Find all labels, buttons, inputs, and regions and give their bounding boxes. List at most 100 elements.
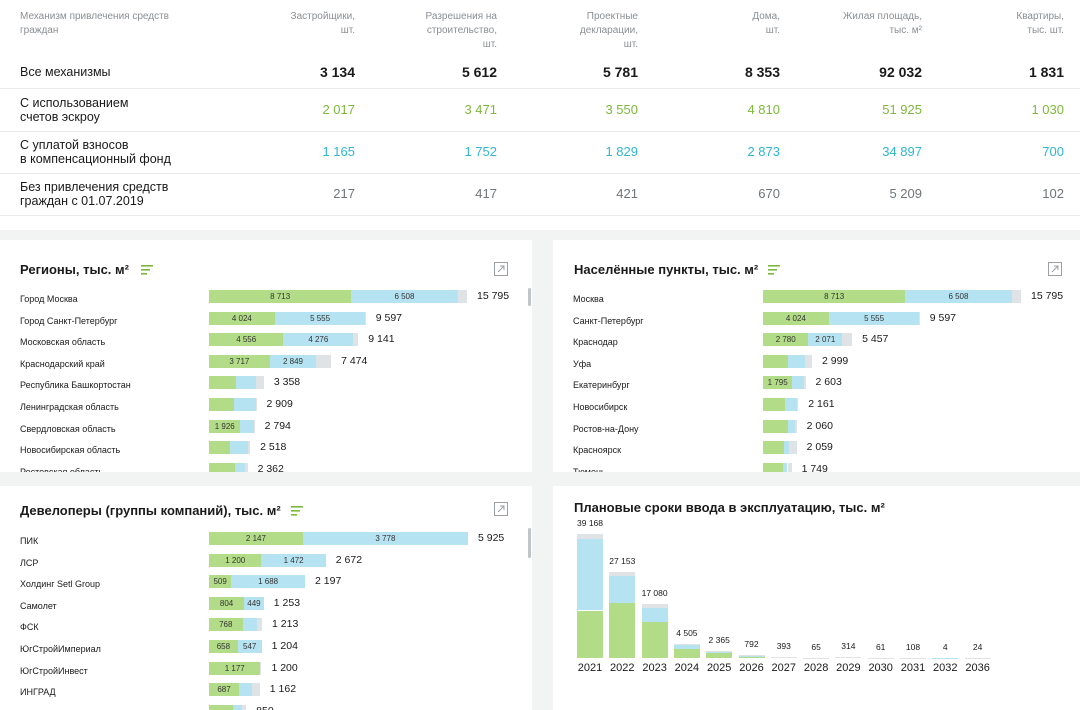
bar-row[interactable]: ФСК 768 1 213 [0, 618, 532, 640]
bar-segment-grey [842, 333, 853, 347]
bar-row[interactable]: ЮгСтройИмпериал 658 547 1 204 [0, 640, 532, 662]
bar-label: Красноярск [573, 445, 622, 456]
row-value: 2 873 [747, 144, 780, 159]
bar-segment-grey [353, 333, 359, 347]
bar-segment-grey [316, 354, 332, 368]
row-value: 102 [1042, 186, 1064, 201]
bar-row[interactable]: Город Москва 8 713 6 508 15 795 [0, 290, 532, 312]
column-year-label: 2026 [739, 662, 764, 674]
bar-total: 1 253 [273, 596, 301, 609]
bar-label: Московская область [20, 337, 106, 348]
bar-segment-green [209, 441, 231, 455]
bar-segment-grey [787, 462, 792, 472]
bar-segment-grey [797, 398, 799, 411]
bar-row[interactable]: Московская область 4 556 4 276 9 141 [0, 333, 532, 355]
bar-label: ЮгСтройИмпериал [20, 644, 101, 654]
row-value: 700 [1042, 144, 1064, 159]
bar-row[interactable]: ИНГРАД 687 1 162 [0, 683, 532, 705]
bar-segment-grey [1011, 290, 1021, 303]
bar-segment-grey [248, 441, 251, 455]
bar-label: ПИК [20, 536, 39, 546]
bar-row[interactable]: Холдинг Setl Group 509 1 688 2 197 [0, 575, 532, 597]
column-segment-grey [964, 657, 991, 659]
sort-icon[interactable] [141, 265, 153, 275]
bar-row[interactable]: Москва 8 713 6 508 15 795 [553, 290, 1080, 312]
bar-total: 5 925 [478, 532, 505, 544]
bar-row[interactable]: Красноярск 2 059 [553, 441, 1080, 463]
bar-row[interactable]: Новосибирская область 2 518 [0, 441, 532, 463]
bar-row[interactable]: 850 [0, 704, 532, 710]
bar-row[interactable]: Свердловская область 1 926 2 794 [0, 419, 532, 442]
row-value: 3 134 [319, 64, 355, 80]
bar-row[interactable]: Республика Башкортостан 3 358 [0, 376, 532, 398]
bar-row[interactable]: Краснодарский край 3 717 2 849 7 474 [0, 354, 532, 377]
bar-row[interactable]: Санкт-Петербург 4 024 5 555 9 597 [553, 311, 1080, 334]
column-header: Квартиры, тыс. шт. [1016, 11, 1064, 36]
bar-row[interactable]: Тюмень 1 749 [553, 462, 1080, 472]
bar-row[interactable]: Ленинградская область 2 909 [0, 398, 532, 420]
bar-segment-blue [784, 441, 790, 455]
summary-table: Механизм привлечения средств граждан Заст… [0, 0, 1080, 230]
bar-segment-green: 687 [209, 683, 240, 697]
bar-segment-blue [792, 376, 804, 390]
column-segment-blue [577, 539, 603, 611]
bar-label: Свердловская область [20, 423, 116, 434]
developers-scrollbar[interactable] [528, 528, 531, 558]
row-value: 51 925 [882, 101, 922, 117]
bar-segment-green: 509 [209, 575, 232, 589]
bar-row[interactable]: Ростовская область 2 362 [0, 462, 532, 472]
bar-segment-green: 2 780 [763, 333, 809, 347]
bar-segment-grey [457, 290, 467, 303]
column-segment-grey [803, 657, 830, 659]
expand-icon[interactable] [494, 262, 508, 276]
bar-row[interactable]: Новосибирск 2 161 [553, 398, 1080, 420]
column-value-label: 24 [972, 641, 983, 652]
bar-segment-green: 8 713 [209, 290, 352, 303]
expand-icon[interactable] [494, 502, 508, 516]
row-value: 34 897 [882, 144, 922, 159]
column-segment-grey [609, 572, 636, 576]
bar-row[interactable]: Краснодар 2 780 2 071 5 457 [553, 333, 1080, 355]
bar-segment-blue: 6 508 [351, 290, 458, 303]
bar-segment-blue: 5 555 [828, 311, 920, 325]
bar-segment-blue [235, 376, 256, 390]
bar-row[interactable]: Уфа 2 999 [553, 354, 1080, 377]
bar-label: Ростов-на-Дону [573, 423, 639, 434]
bar-segment-green: 804 [209, 596, 245, 610]
bar-label: Новосибирская область [20, 445, 121, 456]
bar-row[interactable]: Самолет 804 449 1 253 [0, 596, 532, 619]
row-value: 3 550 [605, 101, 638, 117]
bar-segment-blue: 2 071 [808, 333, 843, 347]
bar-row[interactable]: ПИК 2 147 3 778 5 925 [0, 532, 532, 554]
bar-segment-green [209, 704, 234, 710]
bar-segment-green: 4 024 [763, 311, 829, 325]
column-header: Дома, шт. [752, 11, 780, 36]
bar-total: 3 358 [273, 376, 301, 389]
row-label: С использованием счетов эскроу [20, 95, 129, 124]
bar-segment-green: 4 556 [209, 333, 284, 347]
bar-total: 1 749 [801, 462, 828, 472]
column-segment-green [577, 610, 603, 658]
bar-row[interactable]: Екатеринбург 1 795 2 603 [553, 376, 1080, 398]
row-value: 1 829 [605, 144, 638, 159]
bar-row[interactable]: Ростов-на-Дону 2 060 [553, 419, 1080, 442]
regions-scrollbar[interactable] [528, 288, 531, 306]
column-segment-blue [706, 651, 733, 654]
bar-label: Уфа [573, 358, 592, 369]
bar-row[interactable]: Город Санкт-Петербург 4 024 5 555 9 597 [0, 311, 532, 334]
sort-icon[interactable] [768, 265, 780, 275]
bar-row[interactable]: ЮгСтройИнвест 1 177 1 200 [0, 661, 532, 684]
sort-icon[interactable] [291, 506, 303, 516]
bar-total: 9 597 [929, 311, 957, 324]
bar-segment-green: 768 [209, 618, 243, 632]
expand-icon[interactable] [1048, 262, 1062, 276]
bar-total: 2 059 [806, 441, 833, 454]
bar-label: Новосибирск [573, 402, 628, 412]
bar-row[interactable]: ЛСР 1 200 1 472 2 672 [0, 553, 532, 576]
bar-segment-blue: 4 276 [283, 333, 354, 347]
column-year-label: 2025 [706, 662, 732, 674]
bar-total: 15 795 [1031, 290, 1064, 302]
bar-total: 7 474 [341, 354, 368, 367]
row-value: 1 752 [464, 144, 497, 159]
cities-panel: Населённые пункты, тыс. м² Москва 8 713 6 … [553, 240, 1080, 472]
